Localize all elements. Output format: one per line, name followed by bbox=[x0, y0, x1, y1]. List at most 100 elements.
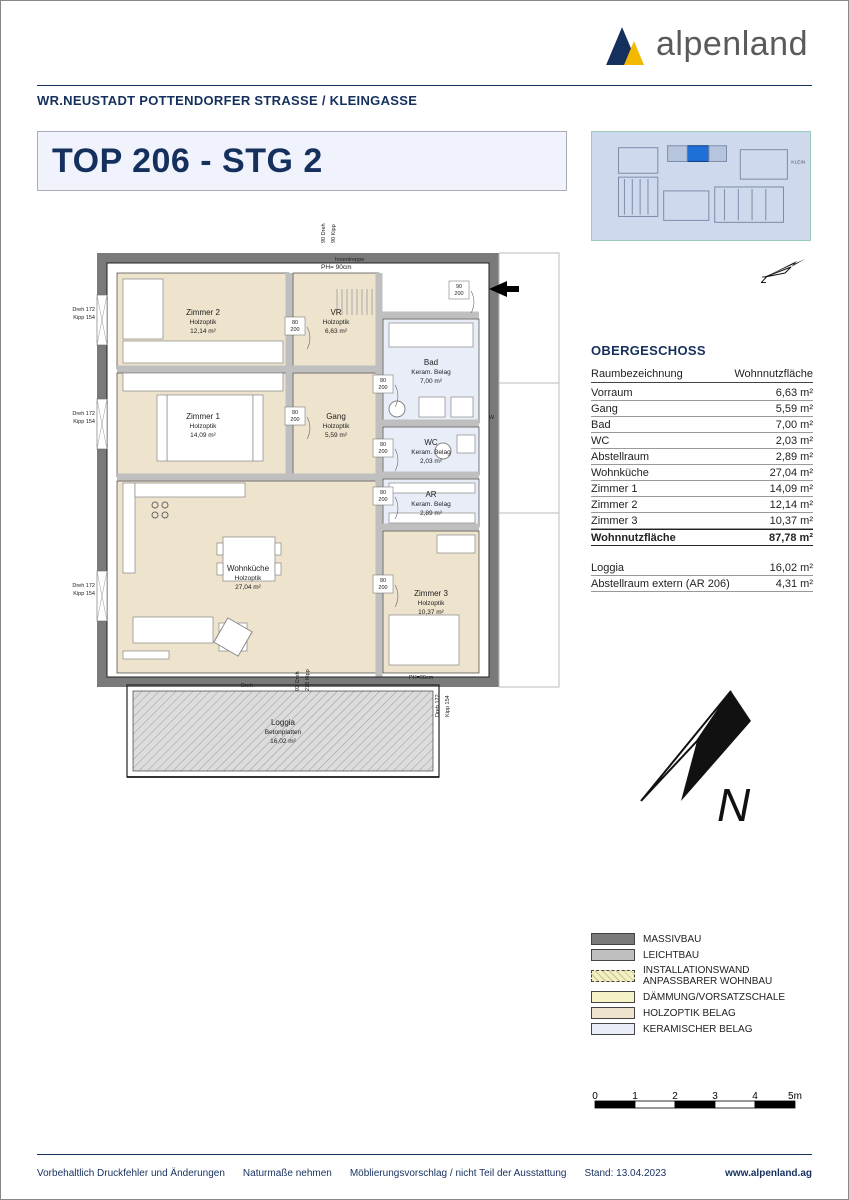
svg-text:Kipp 154: Kipp 154 bbox=[73, 315, 95, 321]
svg-text:5,59 m²: 5,59 m² bbox=[325, 432, 348, 439]
schedule-row: Wohnküche27,04 m² bbox=[591, 465, 813, 481]
svg-text:80: 80 bbox=[380, 490, 386, 496]
schedule-row: Abstellraum extern (AR 206)4,31 m² bbox=[591, 576, 813, 592]
floor-plan: Zimmer 2Holzoptik12,14 m²VRHolzoptik6,63… bbox=[37, 219, 567, 839]
schedule-row: Zimmer 212,14 m² bbox=[591, 497, 813, 513]
legend-row: DÄMMUNG/VORSATZSCHALE bbox=[591, 991, 815, 1003]
footer: Vorbehaltlich Druckfehler und Änderungen… bbox=[37, 1168, 812, 1179]
svg-text:Keram. Belag: Keram. Belag bbox=[411, 501, 451, 508]
schedule-row: Zimmer 310,37 m² bbox=[591, 513, 813, 529]
svg-text:200: 200 bbox=[290, 327, 299, 333]
svg-text:80: 80 bbox=[292, 320, 298, 326]
legend-label: INSTALLATIONSWAND ANPASSBARER WOHNBAU bbox=[643, 965, 815, 987]
schedule-row: WC2,03 m² bbox=[591, 433, 813, 449]
schedule-heading: OBERGESCHOSS bbox=[591, 343, 813, 358]
svg-text:Holzoptik: Holzoptik bbox=[190, 423, 217, 430]
legend-row: KERAMISCHER BELAG bbox=[591, 1023, 815, 1035]
footer-note-3: Möblierungsvorschlag / nicht Teil der Au… bbox=[350, 1168, 567, 1179]
room-schedule: OBERGESCHOSS Raumbezeichnung Wohnnutzflä… bbox=[591, 343, 813, 592]
footer-note-2: Naturmaße nehmen bbox=[243, 1168, 332, 1179]
legend-label: DÄMMUNG/VORSATZSCHALE bbox=[643, 992, 785, 1003]
svg-text:27,04 m²: 27,04 m² bbox=[235, 584, 261, 591]
legend-label: HOLZOPTIK BELAG bbox=[643, 1008, 736, 1019]
svg-text:Innentreppe: Innentreppe bbox=[335, 257, 364, 263]
legend-label: MASSIVBAU bbox=[643, 934, 701, 945]
footer-url: www.alpenland.ag bbox=[725, 1168, 812, 1179]
legend-row: INSTALLATIONSWAND ANPASSBARER WOHNBAU bbox=[591, 965, 815, 987]
svg-text:Holzoptik: Holzoptik bbox=[235, 575, 262, 582]
legend-swatch bbox=[591, 970, 635, 982]
svg-text:z: z bbox=[761, 272, 767, 285]
svg-text:KLEIN: KLEIN bbox=[791, 159, 806, 165]
legend-swatch bbox=[591, 1023, 635, 1035]
svg-text:6,63 m²: 6,63 m² bbox=[325, 328, 348, 335]
breadcrumb: WR.NEUSTADT POTTENDORFER STRASSE / KLEIN… bbox=[37, 93, 417, 108]
legend-label: LEICHTBAU bbox=[643, 950, 699, 961]
svg-text:VR: VR bbox=[330, 308, 341, 317]
svg-text:16,02 m²: 16,02 m² bbox=[270, 738, 296, 745]
svg-text:Keram. Belag: Keram. Belag bbox=[411, 449, 451, 456]
svg-text:200: 200 bbox=[378, 449, 387, 455]
svg-text:Bad: Bad bbox=[424, 358, 438, 367]
svg-text:Kipp 154: Kipp 154 bbox=[73, 419, 95, 425]
schedule-row: Zimmer 114,09 m² bbox=[591, 481, 813, 497]
schedule-header: Raumbezeichnung Wohnnutzfläche bbox=[591, 368, 813, 383]
page-title: TOP 206 - STG 2 bbox=[52, 142, 323, 181]
legend-label: KERAMISCHER BELAG bbox=[643, 1024, 752, 1035]
legend-swatch bbox=[591, 949, 635, 961]
svg-text:2: 2 bbox=[672, 1091, 678, 1102]
page: alpenland WR.NEUSTADT POTTENDORFER STRAS… bbox=[0, 0, 849, 1200]
svg-text:Holzoptik: Holzoptik bbox=[190, 319, 217, 326]
svg-text:7,00 m²: 7,00 m² bbox=[420, 378, 443, 385]
svg-text:Holzoptik: Holzoptik bbox=[323, 423, 350, 430]
north-arrow-icon: N bbox=[621, 671, 771, 831]
brand-mark-icon bbox=[596, 21, 648, 67]
svg-text:200: 200 bbox=[454, 291, 463, 297]
svg-text:Kipp 154: Kipp 154 bbox=[445, 695, 451, 717]
svg-text:200: 200 bbox=[290, 417, 299, 423]
svg-text:Zimmer 3: Zimmer 3 bbox=[414, 589, 448, 598]
legend-row: MASSIVBAU bbox=[591, 933, 815, 945]
svg-text:2,03 m²: 2,03 m² bbox=[420, 458, 443, 465]
schedule-col1: Raumbezeichnung bbox=[591, 368, 683, 380]
north-label: N bbox=[717, 779, 751, 831]
rule-top bbox=[37, 85, 812, 86]
svg-text:Zimmer 1: Zimmer 1 bbox=[186, 412, 220, 421]
svg-text:Betonplatten: Betonplatten bbox=[265, 729, 302, 736]
schedule-row: Abstellraum2,89 m² bbox=[591, 449, 813, 465]
svg-text:Holzoptik: Holzoptik bbox=[418, 600, 445, 607]
schedule-total: Wohnnutzfläche 87,78 m² bbox=[591, 529, 813, 546]
title-box: TOP 206 - STG 2 bbox=[37, 131, 567, 191]
svg-text:80: 80 bbox=[380, 442, 386, 448]
compass-small-icon: z bbox=[761, 253, 807, 285]
svg-text:4: 4 bbox=[752, 1091, 758, 1102]
svg-text:200: 200 bbox=[378, 385, 387, 391]
rule-bottom bbox=[37, 1154, 812, 1155]
svg-text:AR: AR bbox=[425, 490, 436, 499]
schedule-col2: Wohnnutzfläche bbox=[734, 368, 813, 380]
svg-text:Wohnküche: Wohnküche bbox=[227, 564, 270, 573]
svg-text:1: 1 bbox=[632, 1091, 638, 1102]
svg-text:Holzoptik: Holzoptik bbox=[323, 319, 350, 326]
svg-text:Keram. Belag: Keram. Belag bbox=[411, 369, 451, 376]
svg-text:80: 80 bbox=[380, 578, 386, 584]
svg-text:Zimmer 2: Zimmer 2 bbox=[186, 308, 220, 317]
svg-text:2,89 m²: 2,89 m² bbox=[420, 510, 443, 517]
svg-text:Dreh 172: Dreh 172 bbox=[72, 411, 95, 417]
svg-text:90: 90 bbox=[456, 284, 462, 290]
schedule-row: Vorraum6,63 m² bbox=[591, 385, 813, 401]
footer-note-4: Stand: 13.04.2023 bbox=[584, 1168, 666, 1179]
svg-text:Dreh 172: Dreh 172 bbox=[72, 307, 95, 313]
scale-bar: 012345m bbox=[591, 1089, 815, 1122]
svg-text:PH=90cm: PH=90cm bbox=[409, 675, 434, 681]
brand-logo: alpenland bbox=[596, 21, 808, 67]
svg-text:W: W bbox=[489, 415, 495, 421]
footer-note-1: Vorbehaltlich Druckfehler und Änderungen bbox=[37, 1168, 225, 1179]
legend-swatch bbox=[591, 933, 635, 945]
svg-text:10,37 m²: 10,37 m² bbox=[418, 609, 444, 616]
schedule-row: Bad7,00 m² bbox=[591, 417, 813, 433]
legend-row: LEICHTBAU bbox=[591, 949, 815, 961]
legend-row: HOLZOPTIK BELAG bbox=[591, 1007, 815, 1019]
legend: MASSIVBAU LEICHTBAU INSTALLATIONSWAND ANPA… bbox=[591, 933, 815, 1039]
svg-text:Dreh: Dreh bbox=[241, 683, 253, 689]
